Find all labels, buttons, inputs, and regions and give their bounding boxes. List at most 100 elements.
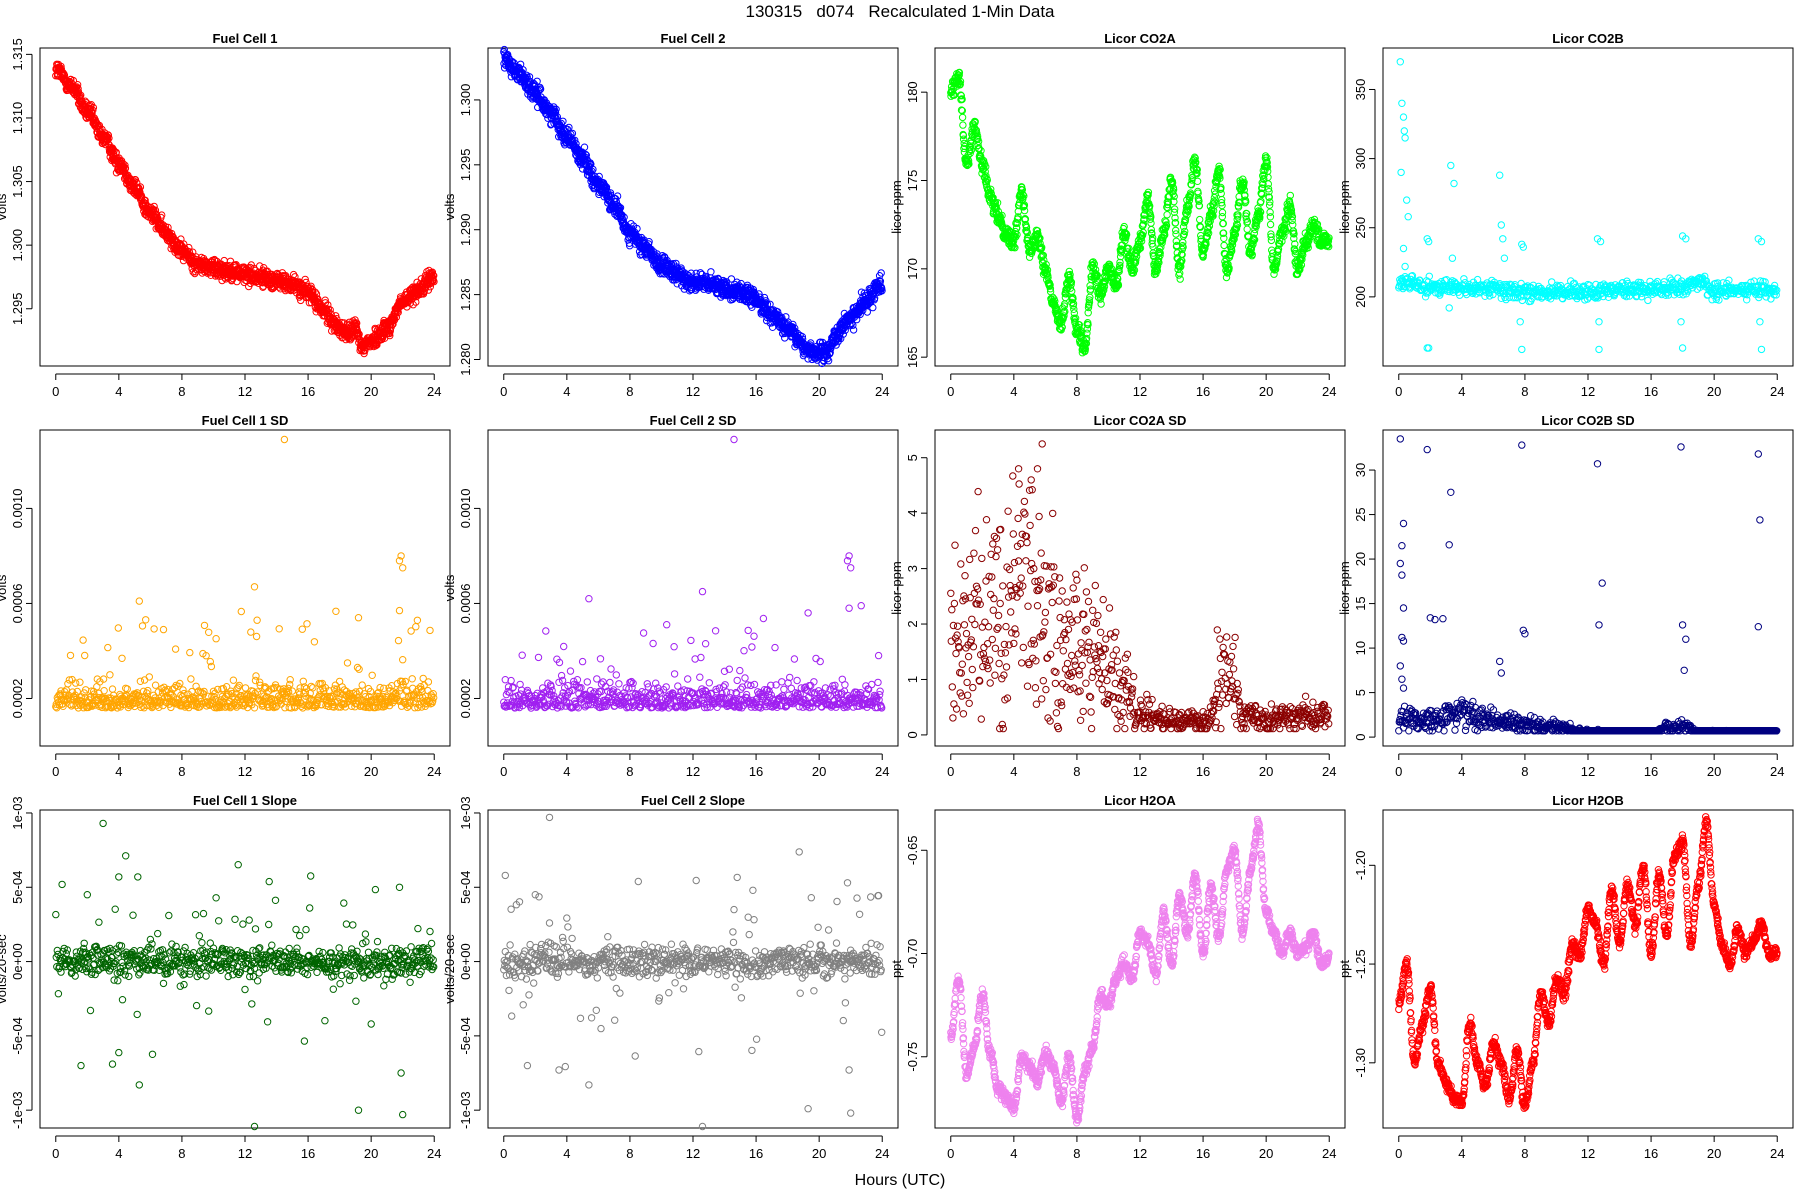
panel-fc2: Fuel Cell 2 0 4 8 12 16 20 24 1.280 1.285 1.290 1.2… [442,31,899,399]
x-tick-label: 8 [626,384,633,399]
x-tick-label: 16 [749,384,763,399]
data-point [185,243,193,252]
x-tick-label: 12 [686,384,700,399]
x-tick-label: 20 [1259,384,1273,399]
data-points [1395,58,1781,354]
data-point [707,268,715,276]
y-axis-label: volts [442,193,457,220]
data-point [180,240,188,248]
x-axis: 0 4 8 12 16 20 24 [947,373,1336,399]
plot-frame [487,47,899,367]
y-tick-label: 180 [905,81,920,103]
data-point [1218,208,1227,217]
y-tick-label: 1.280 [458,343,473,376]
y-tick-label: 170 [905,258,920,280]
y-axis-label: volts [0,193,9,220]
x-tick-label: 8 [178,384,185,399]
data-point [171,236,180,244]
data-point [69,76,78,85]
y-axis-label: licor-ppm [1337,180,1352,233]
y-tick-label: 250 [1353,217,1368,239]
y-tick-label: 1.300 [458,84,473,117]
data-point [1289,221,1297,229]
data-point [1147,219,1155,227]
panel-title: Licor CO2A [1104,31,1176,46]
data-point [958,113,967,122]
data-point [189,248,197,256]
data-point [1644,296,1652,305]
figure-title: 130315 d074 Recalculated 1-Min Data [745,2,1055,21]
x-tick-label: 4 [1010,384,1017,399]
data-point [104,131,113,140]
data-point [74,84,82,93]
y-tick-label: 200 [1353,286,1368,308]
x-tick-label: 12 [1133,384,1147,399]
x-tick-label: 0 [1395,384,1402,399]
y-tick-label: 1.300 [10,229,25,262]
x-tick-label: 24 [875,384,889,399]
data-point [89,103,98,112]
data-point [869,303,877,312]
data-point [141,196,149,205]
x-tick-label: 4 [115,384,122,399]
x-tick-label: 12 [238,384,252,399]
y-tick-label: 165 [905,346,920,368]
data-points [947,68,1333,357]
y-tick-label: 1.295 [10,292,25,325]
x-tick-label: 20 [364,384,378,399]
plot-frame [39,47,451,367]
plot-frame [1382,47,1794,367]
data-point [849,326,858,334]
x-tick-label: 20 [812,384,826,399]
y-tick-label: 350 [1353,79,1368,101]
data-point [256,262,264,270]
y-tick-label: 1.290 [458,213,473,246]
x-tick-label: 12 [1581,384,1595,399]
data-point [150,202,158,211]
data-point [121,161,129,169]
x-tick-label: 0 [947,384,954,399]
x-tick-label: 24 [1322,384,1336,399]
data-point [81,97,89,105]
x-tick-label: 16 [1644,384,1658,399]
y-tick-label: 1.295 [458,149,473,182]
x-tick-label: 0 [52,384,59,399]
data-point [959,121,967,129]
data-point [1460,275,1468,283]
data-points [52,60,438,358]
y-tick-label: 175 [905,170,920,192]
x-tick-label: 0 [500,384,507,399]
x-tick-label: 4 [563,384,570,399]
y-tick-label: 1.305 [10,165,25,198]
x-tick-label: 8 [1073,384,1080,399]
data-point [1217,189,1225,198]
x-axis: 0 4 8 12 16 20 24 [500,373,889,399]
x-tick-label: 20 [1707,384,1721,399]
data-point [1243,225,1251,233]
x-tick-label: 16 [1196,384,1210,399]
y-tick-label: 1.315 [10,38,25,71]
x-tick-label: 4 [1458,384,1465,399]
panel-title: Licor CO2B [1552,31,1624,46]
data-point [104,136,112,144]
panel-title: Fuel Cell 1 [212,31,277,46]
y-tick-label: 1.285 [458,278,473,311]
data-point [119,160,127,168]
y-axis: 1.295 1.300 1.305 1.310 1.315 volts [0,38,33,325]
x-axis: 0 4 8 12 16 20 24 [1395,373,1784,399]
data-point [135,185,143,193]
data-point [1266,213,1275,221]
panel-title: Fuel Cell 2 [660,31,725,46]
y-axis: 165 170 175 180 licor-ppm [889,81,928,368]
data-points [500,45,886,368]
data-point [136,183,145,191]
x-tick-label: 8 [1521,384,1528,399]
x-tick-label: 24 [1770,384,1784,399]
y-tick-label: 1.310 [10,102,25,135]
x-axis: 0 4 8 12 16 20 24 [52,373,441,399]
data-point [1266,220,1275,229]
y-axis-label: licor-ppm [889,180,904,233]
